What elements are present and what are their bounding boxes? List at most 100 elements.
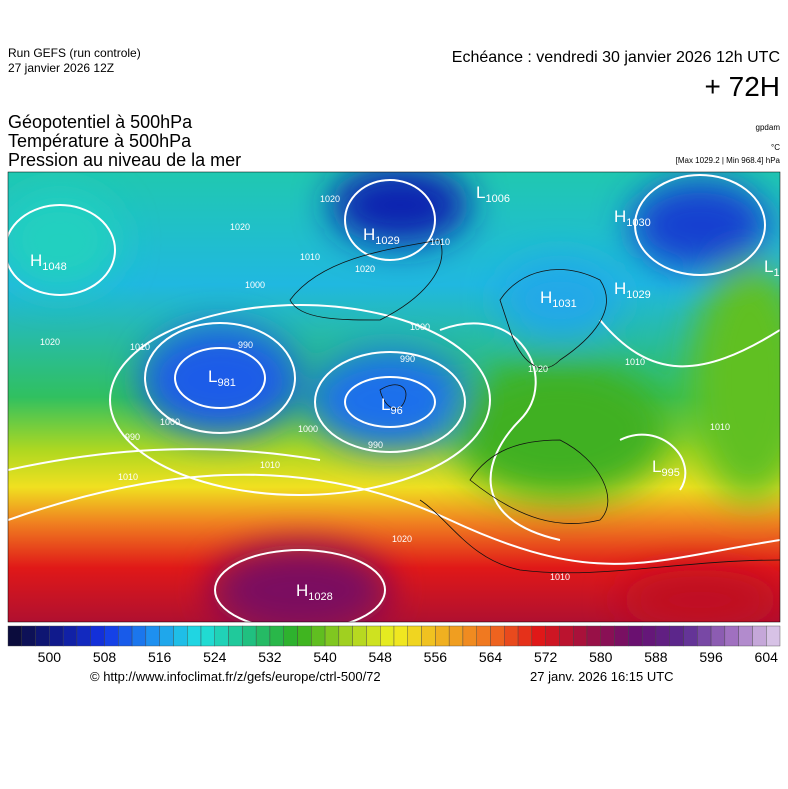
colorbar-tick-label: 500: [38, 649, 62, 665]
colorbar-swatch: [159, 625, 174, 647]
colorbar-swatch: [131, 625, 147, 647]
center-letter: L: [652, 457, 661, 476]
center-letter: H: [540, 288, 552, 307]
colorbar-swatch: [655, 625, 670, 647]
colorbar-swatch: [324, 625, 340, 647]
isobar-label: 1010: [550, 572, 570, 582]
isobar-label: 1010: [118, 472, 138, 482]
colorbar-swatch: [766, 625, 781, 647]
center-value: 96: [390, 405, 402, 417]
isobar-label: 1000: [245, 280, 265, 290]
colorbar-swatch: [173, 625, 188, 647]
colorbar-swatch: [738, 625, 753, 647]
colorbar-swatch: [366, 625, 381, 647]
center-letter: L: [381, 395, 390, 414]
center-value: 1029: [375, 235, 399, 247]
colorbar-swatch: [683, 625, 698, 647]
colorbar-swatch: [697, 625, 712, 647]
colorbar-swatch: [641, 625, 657, 647]
unit-label: °C: [771, 143, 780, 152]
pressure-center: L995: [652, 457, 680, 479]
colorbar-swatch: [255, 625, 271, 647]
colorbar-swatch: [600, 625, 615, 647]
pressure-center: L1: [764, 257, 780, 279]
run-date: 27 janvier 2026 12Z: [8, 61, 114, 75]
center-letter: L: [764, 257, 773, 276]
center-letter: L: [476, 183, 485, 202]
colorbar-swatch: [504, 625, 519, 647]
center-value: 1: [773, 267, 779, 279]
center-letter: H: [30, 251, 42, 270]
isobar-label: 1010: [710, 422, 730, 432]
colorbar-swatch: [49, 625, 64, 647]
colorbar-swatch: [448, 625, 464, 647]
center-letter: H: [296, 581, 308, 600]
source-url: © http://www.infoclimat.fr/z/gefs/europe…: [90, 669, 381, 684]
colorbar-swatch: [490, 625, 505, 647]
map-area: 1020 1010 1000 1020 1010 1020 1000 1010 990 1000 1…: [8, 172, 780, 622]
colorbar-tick-label: 532: [258, 649, 282, 665]
field-name: Température à 500hPa: [8, 131, 192, 151]
center-value: 1030: [626, 217, 650, 229]
pressure-center: L981: [208, 367, 236, 389]
colorbar-swatch: [311, 625, 326, 647]
colorbar-swatch: [710, 625, 726, 647]
pressure-center: L96: [381, 395, 403, 417]
center-value: 995: [661, 467, 679, 479]
colorbar-swatch: [421, 625, 436, 647]
colorbar-swatch: [187, 625, 202, 647]
colorbar-swatch: [573, 625, 588, 647]
isobars: [8, 174, 780, 622]
unit-label: gpdam: [756, 123, 781, 132]
center-letter: H: [614, 207, 626, 226]
colorbar-tick-label: 540: [313, 649, 337, 665]
colorbar-swatch: [269, 625, 284, 647]
colorbar-swatch: [393, 625, 408, 647]
isobar-label: 1020: [230, 222, 250, 232]
isobar-label: 1020: [528, 364, 548, 374]
isobar-label: 1010: [300, 252, 320, 262]
pressure-center: H1030: [614, 207, 651, 229]
colorbar-tick-label: 564: [479, 649, 503, 665]
center-letter: H: [363, 225, 375, 244]
colorbar-swatch: [228, 625, 243, 647]
colorbar-swatch: [669, 625, 684, 647]
pressure-center: H1028: [296, 581, 333, 603]
colorbar-swatch: [118, 625, 133, 647]
colorbar-swatch: [76, 625, 91, 647]
isobar-label: 1020: [320, 194, 340, 204]
isobar-label: 1020: [355, 264, 375, 274]
isobar-label: 1000: [410, 322, 430, 332]
colorbar-swatch: [628, 625, 643, 647]
isobar-label: 1020: [40, 337, 60, 347]
colorbar-swatch: [517, 625, 533, 647]
run-name: Run GEFS (run controle): [8, 46, 141, 60]
colorbar-swatch: [62, 625, 78, 647]
colorbar-swatch: [35, 625, 50, 647]
colorbar-swatch: [145, 625, 160, 647]
isobar-label: 990: [125, 432, 140, 442]
isobar-label: 1010: [130, 342, 150, 352]
center-value: 1031: [552, 298, 576, 310]
colorbar-tick-label: 588: [644, 649, 668, 665]
lead-time: + 72H: [705, 71, 781, 102]
colorbar-tick-label: 572: [534, 649, 558, 665]
pressure-center: H1048: [30, 251, 67, 273]
isobar-label: 1000: [160, 417, 180, 427]
field-name: Géopotentiel à 500hPa: [8, 112, 193, 132]
colorbar-swatch: [283, 625, 298, 647]
isobar-label: 990: [368, 440, 383, 450]
colorbar-swatch: [614, 625, 629, 647]
colorbar-swatch: [545, 625, 560, 647]
center-value: 1029: [626, 289, 650, 301]
center-value: 981: [217, 377, 235, 389]
colorbar-tick-label: 556: [424, 649, 448, 665]
colorbar-swatch: [242, 625, 257, 647]
colorbar-swatch: [21, 625, 36, 647]
pressure-center: H1029: [363, 225, 400, 247]
colorbar-swatch: [435, 625, 450, 647]
isobar-labels: 1020 1010 1000 1020 1010 1020 1000 1010 990 1000 1…: [40, 194, 730, 582]
colorbar-swatch: [90, 625, 105, 647]
colorbar-swatch: [752, 625, 767, 647]
